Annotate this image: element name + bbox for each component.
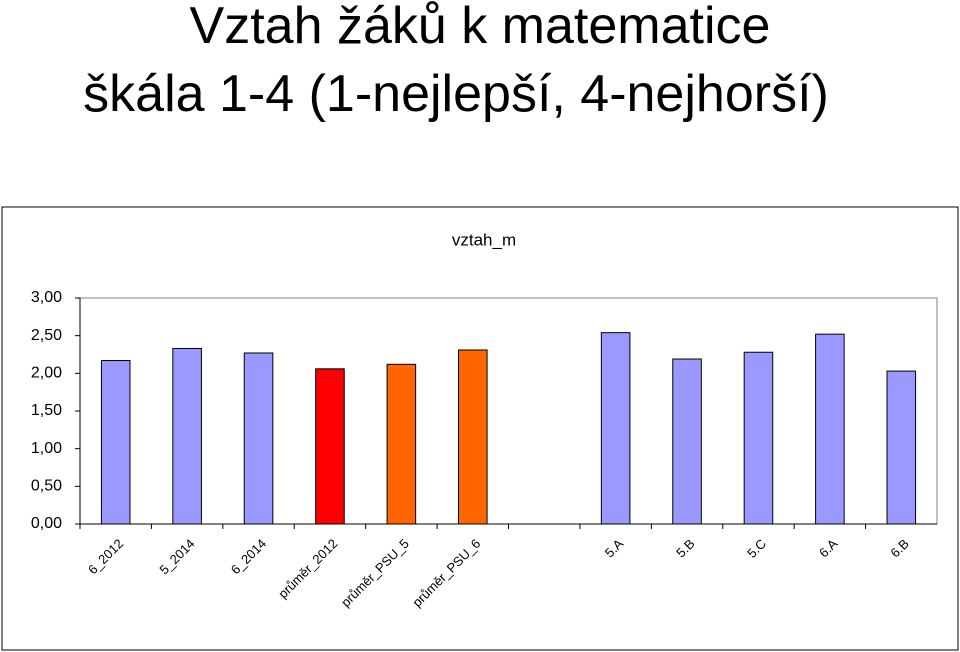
chart-frame — [1, 206, 959, 651]
bar — [172, 347, 202, 525]
bar — [386, 363, 417, 525]
bar — [600, 332, 631, 525]
y-tick-label: 3,00 — [31, 289, 62, 306]
x-tick-label: 5_2014 — [156, 536, 197, 577]
x-tick-label: 5.A — [602, 536, 627, 561]
bar — [458, 349, 488, 525]
x-tick-label: 5.C — [744, 536, 769, 561]
x-tick-label: 6_2012 — [85, 536, 126, 577]
x-tick-label: 6.A — [816, 536, 841, 561]
x-tick-label: průměr_PSU_5 — [338, 536, 412, 610]
slide-title: Vztah žáků k matematice — [189, 0, 771, 55]
bar — [243, 352, 274, 525]
bar — [100, 360, 131, 525]
bar — [815, 333, 845, 525]
bar — [886, 370, 917, 525]
y-tick-label: 1,50 — [31, 402, 62, 419]
x-tick-label: průměr_PSU_6 — [409, 536, 483, 610]
x-tick-label: průměr_2012 — [275, 536, 340, 601]
x-tick-label: 6.B — [887, 536, 911, 560]
bar — [315, 368, 345, 525]
bar — [743, 351, 774, 525]
y-tick-label: 1,00 — [31, 440, 62, 457]
slide-subtitle: škála 1-4 (1-nejlepší, 4-nejhorší) — [83, 65, 829, 123]
x-tick-label: 6_2014 — [228, 536, 269, 577]
y-tick-label: 2,00 — [31, 365, 62, 382]
y-tick-label: 0,50 — [31, 478, 62, 495]
y-tick-label: 2,50 — [31, 327, 62, 344]
plot-area — [79, 297, 938, 525]
y-tick-label: 0,00 — [31, 515, 62, 532]
chart-title: vztah_m — [452, 230, 516, 249]
x-tick-label: 5.B — [673, 536, 697, 560]
bar — [672, 358, 702, 525]
